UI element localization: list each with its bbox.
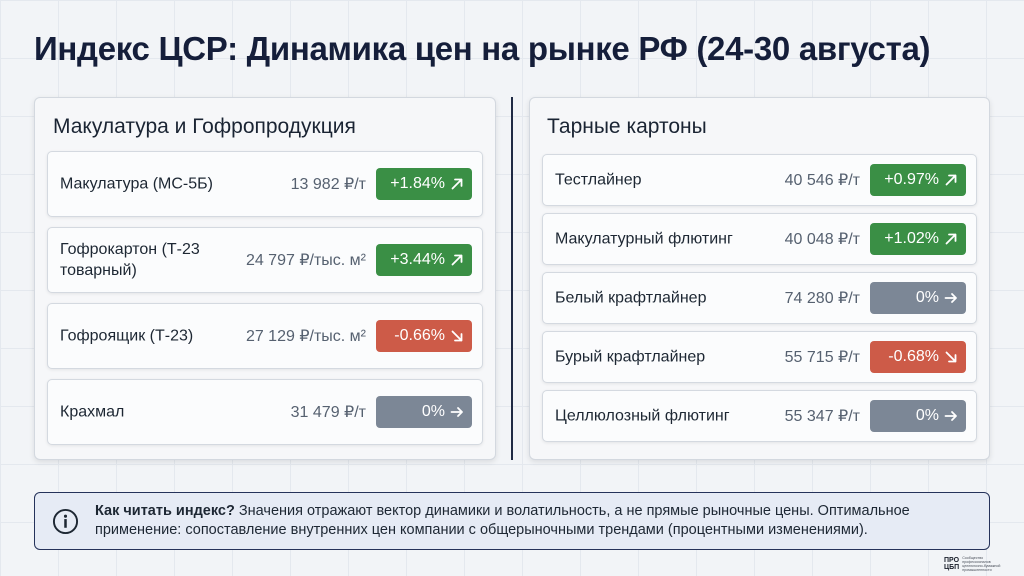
arrow-right-icon <box>944 293 957 303</box>
item-name: Макулатура (МС-5Б) <box>60 175 213 193</box>
list-item: Крахмал 31 479 ₽/т 0% <box>47 379 483 445</box>
item-price: 40 546 ₽/т <box>784 172 860 189</box>
info-heading: Как читать индекс? <box>95 503 235 519</box>
item-price: 27 129 ₽/тыс. м² <box>245 328 366 345</box>
change-badge: 0% <box>870 282 966 314</box>
item-price: 40 048 ₽/т <box>784 231 860 248</box>
list-item: Гофроящик (Т-23) 27 129 ₽/тыс. м² -0.66% <box>47 303 483 369</box>
logo-caption: Сообщество профессионалов целлюлозно-бум… <box>962 556 1001 572</box>
panel-containerboard: Тарные картоны Тестлайнер 40 546 ₽/т +0.97… <box>529 97 990 460</box>
item-name: Гофроящик (Т-23) <box>60 327 194 345</box>
item-price: 13 982 ₽/т <box>290 176 366 193</box>
info-icon <box>52 508 79 535</box>
change-badge: -0.68% <box>870 341 966 373</box>
arrow-right-icon <box>450 407 463 417</box>
item-price: 55 347 ₽/т <box>784 408 860 425</box>
arrow-up-right-icon <box>945 233 957 245</box>
change-value: 0% <box>915 407 939 424</box>
change-badge: +1.84% <box>376 168 472 200</box>
change-badge: 0% <box>376 396 472 428</box>
change-value: -0.66% <box>394 327 445 344</box>
arrow-up-right-icon <box>451 254 463 266</box>
info-box: Как читать индекс? Значения отражают век… <box>34 492 990 550</box>
change-badge: +3.44% <box>376 244 472 276</box>
item-name: Целлюлозный флютинг <box>555 407 730 425</box>
arrow-down-right-icon <box>945 351 957 363</box>
logo-mark: ПРО ЦБП <box>944 557 959 571</box>
arrow-up-right-icon <box>945 174 957 186</box>
item-price: 31 479 ₽/т <box>290 404 366 421</box>
arrow-up-right-icon <box>451 178 463 190</box>
list-item: Белый крафтлайнер 74 280 ₽/т 0% <box>542 272 977 324</box>
change-badge: +1.02% <box>870 223 966 255</box>
change-value: +1.84% <box>390 175 445 192</box>
arrow-down-right-icon <box>451 330 463 342</box>
community-logo: ПРО ЦБП Сообщество профессионалов целлюл… <box>944 555 1022 573</box>
item-name: Бурый крафтлайнер <box>555 348 706 366</box>
item-name: Крахмал <box>60 403 125 421</box>
panel-waste-paper-corrugated: Макулатура и Гофропродукция Макулатура (… <box>34 97 496 460</box>
info-body: Значения отражают вектор динамики и вола… <box>95 503 910 538</box>
change-value: +1.02% <box>884 230 939 247</box>
change-value: +0.97% <box>884 171 939 188</box>
list-item: Макулатура (МС-5Б) 13 982 ₽/т +1.84% <box>47 151 483 217</box>
change-badge: -0.66% <box>376 320 472 352</box>
list-item: Гофрокартон (Т-23 товарный) 24 797 ₽/тыс.… <box>47 227 483 293</box>
page-title: Индекс ЦСР: Динамика цен на рынке РФ (24… <box>34 30 931 67</box>
item-price: 55 715 ₽/т <box>784 349 860 366</box>
item-name: Макулатурный флютинг <box>555 230 733 248</box>
panel-divider <box>511 97 513 460</box>
list-item: Бурый крафтлайнер 55 715 ₽/т -0.68% <box>542 331 977 383</box>
change-badge: +0.97% <box>870 164 966 196</box>
item-price: 74 280 ₽/т <box>784 290 860 307</box>
change-value: 0% <box>915 289 939 306</box>
change-value: -0.68% <box>888 348 939 365</box>
list-item: Макулатурный флютинг 40 048 ₽/т +1.02% <box>542 213 977 265</box>
item-price: 24 797 ₽/тыс. м² <box>245 252 366 269</box>
logo-line-2: ЦБП <box>944 564 960 571</box>
item-name: Белый крафтлайнер <box>555 289 707 307</box>
item-name: Тестлайнер <box>555 171 642 189</box>
info-text: Как читать индекс? Значения отражают век… <box>95 502 981 540</box>
logo-line-1: ПРО <box>944 557 960 564</box>
change-badge: 0% <box>870 400 966 432</box>
list-item: Тестлайнер 40 546 ₽/т +0.97% <box>542 154 977 206</box>
change-value: +3.44% <box>390 251 445 268</box>
list-item: Целлюлозный флютинг 55 347 ₽/т 0% <box>542 390 977 442</box>
item-name: Гофрокартон (Т-23 товарный) <box>60 241 200 279</box>
panel-title: Тарные картоны <box>547 115 707 138</box>
panel-title: Макулатура и Гофропродукция <box>53 115 356 138</box>
arrow-right-icon <box>944 411 957 421</box>
change-value: 0% <box>421 403 445 420</box>
